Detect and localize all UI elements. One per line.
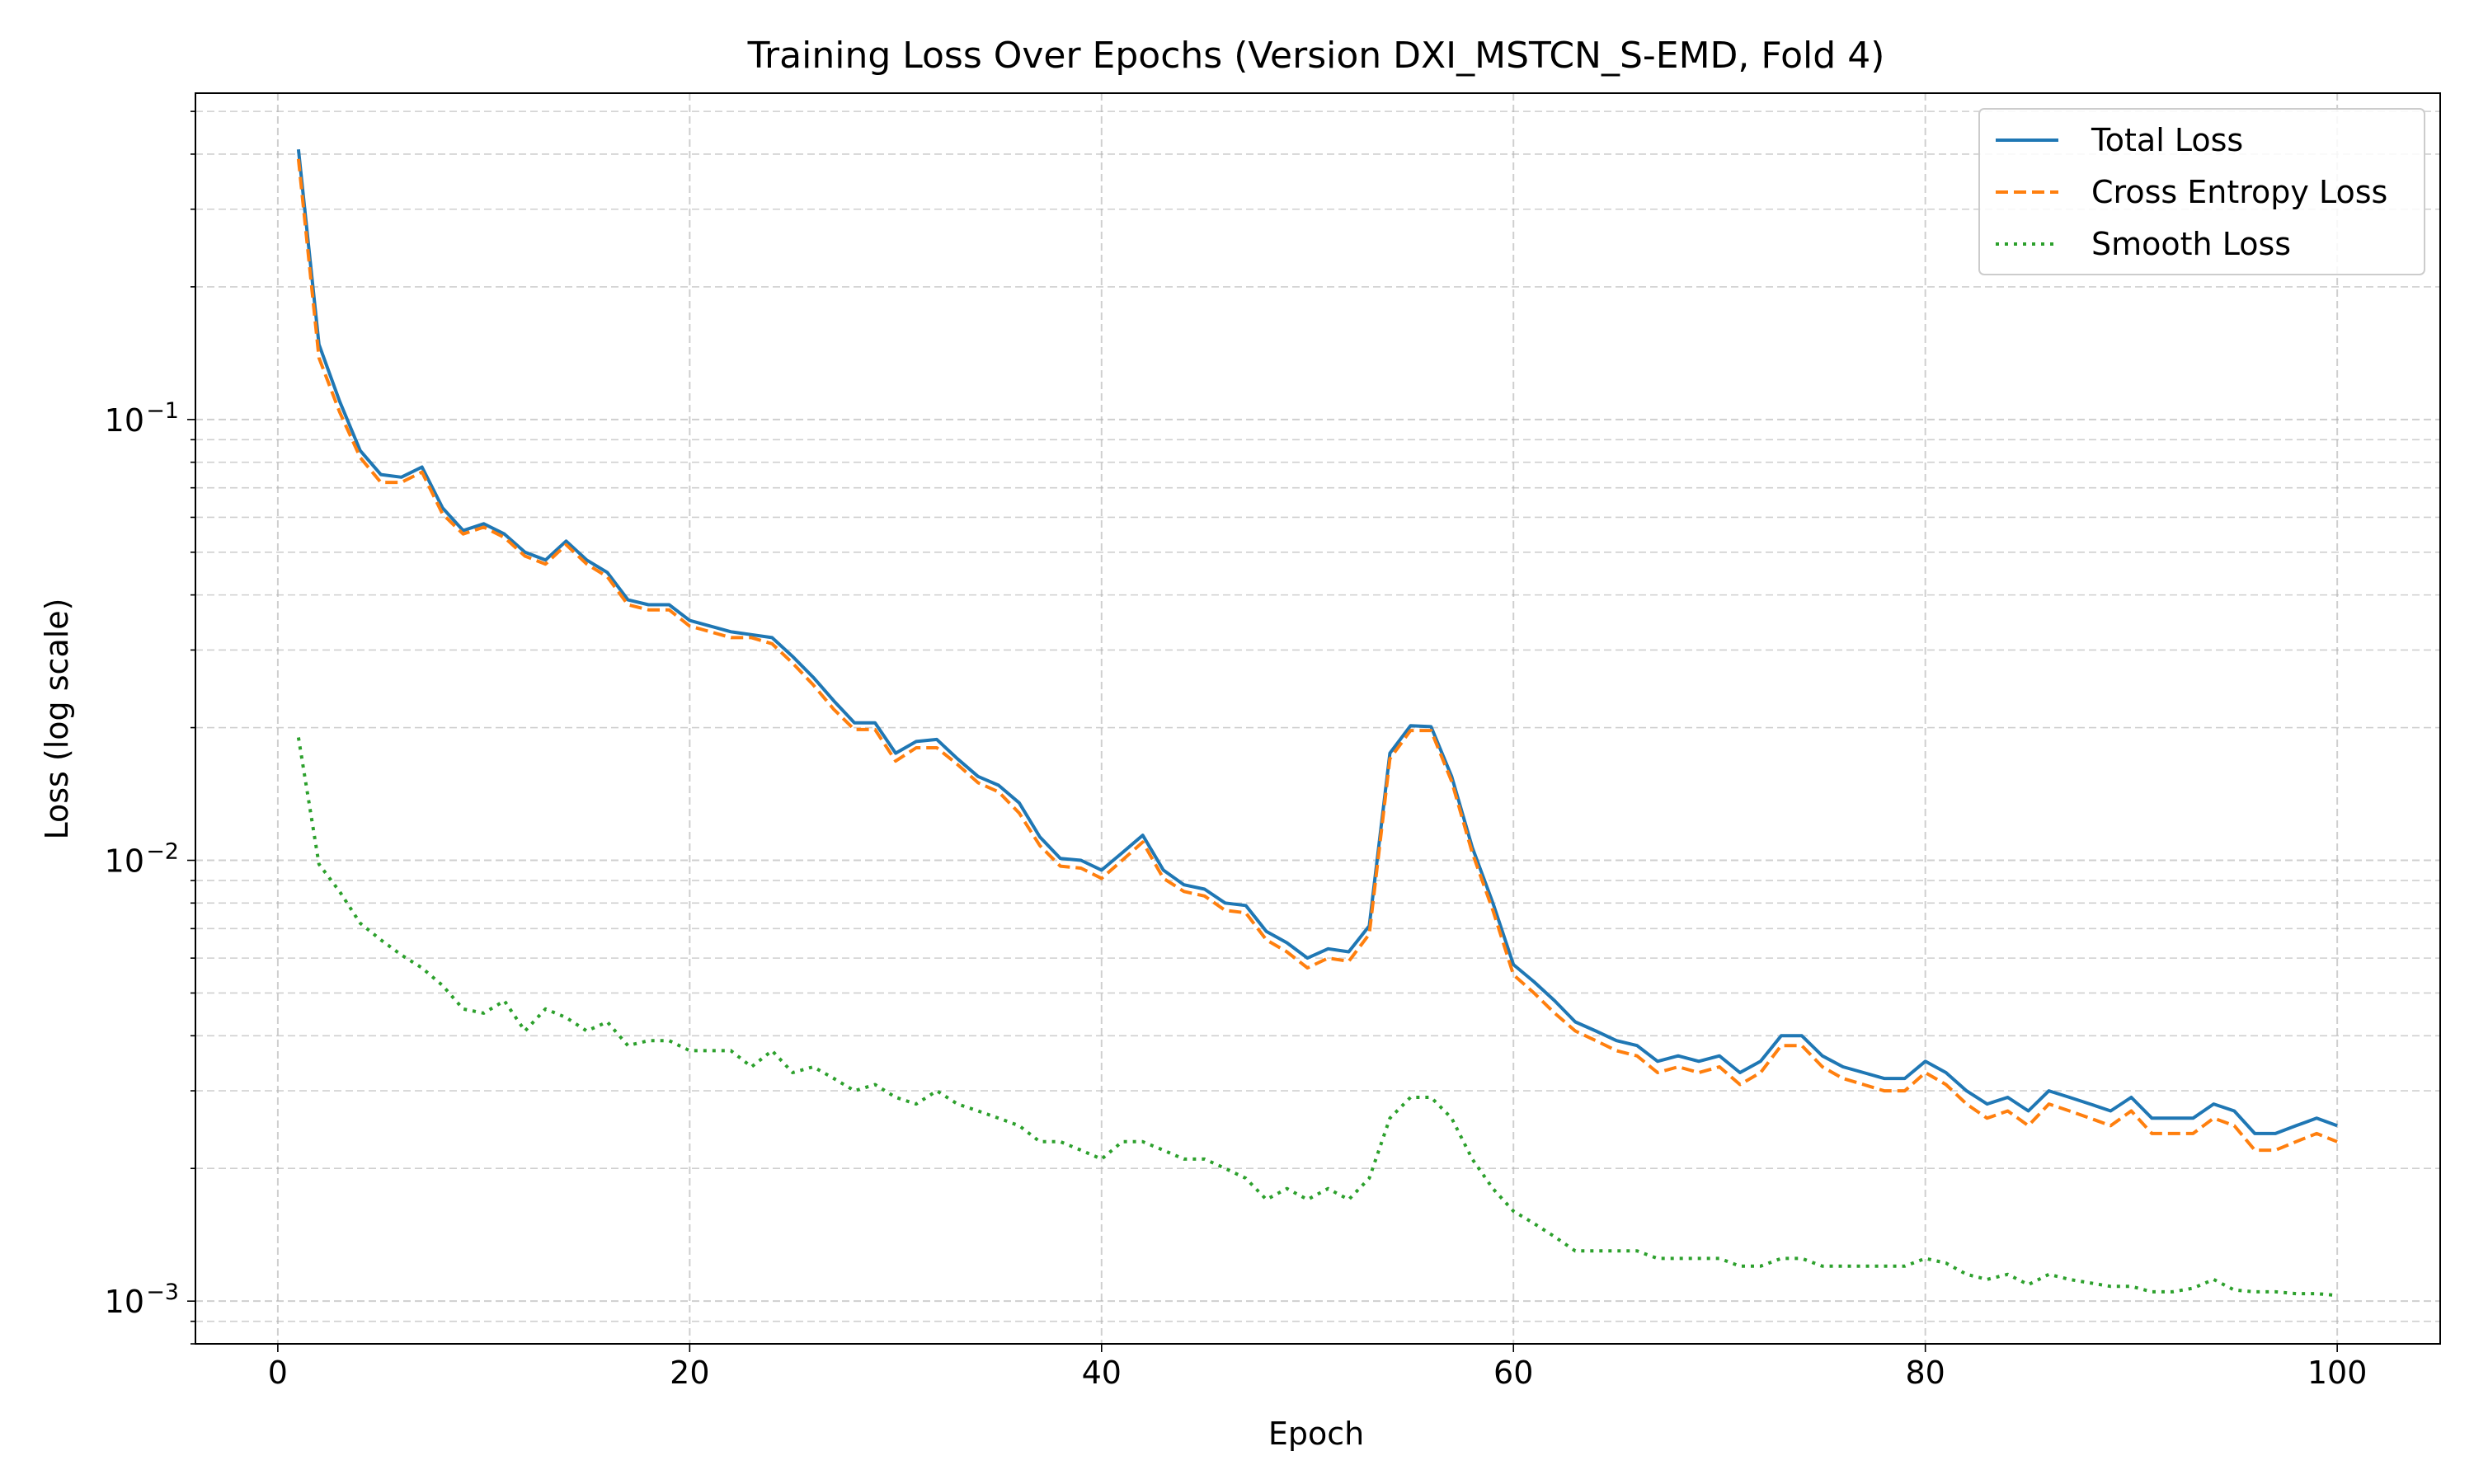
x-tick-label: 40 bbox=[1082, 1355, 1122, 1391]
x-tick-label: 60 bbox=[1493, 1355, 1533, 1391]
series-line-2 bbox=[296, 158, 2338, 1153]
y-tick-label: 10 bbox=[105, 843, 144, 880]
legend-label-3: Smooth Loss bbox=[2091, 226, 2291, 262]
y-tick-exponent: −2 bbox=[146, 839, 179, 865]
legend-box bbox=[1978, 108, 2425, 275]
legend-label-2: Cross Entropy Loss bbox=[2091, 174, 2387, 210]
legend: Total Loss Cross Entropy Loss Smooth Loss bbox=[1978, 108, 2425, 275]
y-axis-label: Loss (log scale) bbox=[39, 599, 75, 840]
series-line-1 bbox=[296, 148, 2338, 1135]
y-tick-exponent: −3 bbox=[146, 1280, 179, 1305]
x-axis-label: Epoch bbox=[1268, 1416, 1364, 1452]
x-tick-label: 80 bbox=[1906, 1355, 1945, 1391]
legend-label-1: Total Loss bbox=[2091, 122, 2243, 158]
y-tick-exponent: −1 bbox=[146, 398, 179, 424]
y-tick-label: 10 bbox=[105, 1284, 144, 1320]
plot-frame bbox=[195, 92, 2441, 1345]
y-tick-label: 10 bbox=[105, 402, 144, 439]
series-line-3 bbox=[296, 737, 2338, 1298]
x-tick-label: 100 bbox=[2307, 1355, 2368, 1391]
plot-series bbox=[296, 148, 2338, 1298]
x-tick-label: 0 bbox=[268, 1355, 288, 1391]
chart-title: Training Loss Over Epochs (Version DXI_M… bbox=[747, 35, 1885, 77]
x-tick-label: 20 bbox=[670, 1355, 709, 1391]
